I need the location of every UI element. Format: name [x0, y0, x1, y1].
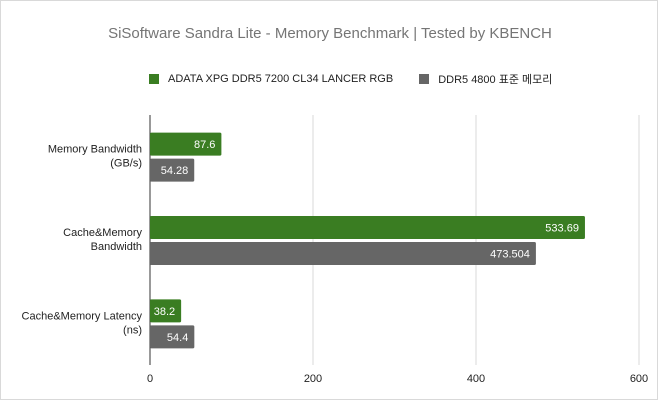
category-label-1: Memory Bandwidth (GB/s): [48, 144, 142, 170]
bar-series-1-category-1: [150, 132, 222, 156]
legend: ADATA XPG DDR5 7200 CL34 LANCER RGB DDR5…: [149, 71, 578, 87]
bar-series-2-category-2: [150, 242, 536, 265]
chart-title: SiSoftware Sandra Lite - Memory Benchmar…: [108, 25, 552, 42]
category-label-3: Cache&Memory Latency (ns): [22, 310, 143, 336]
data-label-series-1-category-2: 533.69: [545, 223, 579, 235]
legend-swatch-series-1: [149, 74, 159, 84]
bar-series-2-category-1: [150, 158, 195, 182]
legend-label-series-1: ADATA XPG DDR5 7200 CL34 LANCER RGB: [168, 73, 394, 85]
data-label-series-2-category-2: 473.504: [490, 249, 530, 261]
legend-item-series-1: ADATA XPG DDR5 7200 CL34 LANCER RGB: [149, 73, 393, 85]
legend-item-series-2: DDR5 4800 표준 메모리: [419, 71, 552, 87]
x-tick-label-200: 200: [304, 373, 322, 385]
data-label-series-1-category-3: 38.2: [154, 306, 175, 318]
data-label-series-2-category-1: 54.28: [161, 165, 189, 177]
bar-series-1-category-2: [150, 216, 585, 239]
x-tick-label-400: 400: [467, 373, 485, 385]
data-label-series-1-category-1: 87.6: [194, 139, 215, 151]
category-label-2: Cache&Memory Bandwidth: [63, 227, 142, 253]
legend-label-series-2: DDR5 4800 표준 메모리: [438, 74, 553, 86]
legend-swatch-series-2: [419, 74, 430, 84]
x-tick-label-600: 600: [630, 373, 648, 385]
data-label-series-2-category-3: 54.4: [167, 332, 188, 344]
bar-series-1-category-3: [150, 299, 182, 323]
bar-series-2-category-3: [150, 325, 195, 349]
x-tick-label-0: 0: [147, 373, 153, 385]
